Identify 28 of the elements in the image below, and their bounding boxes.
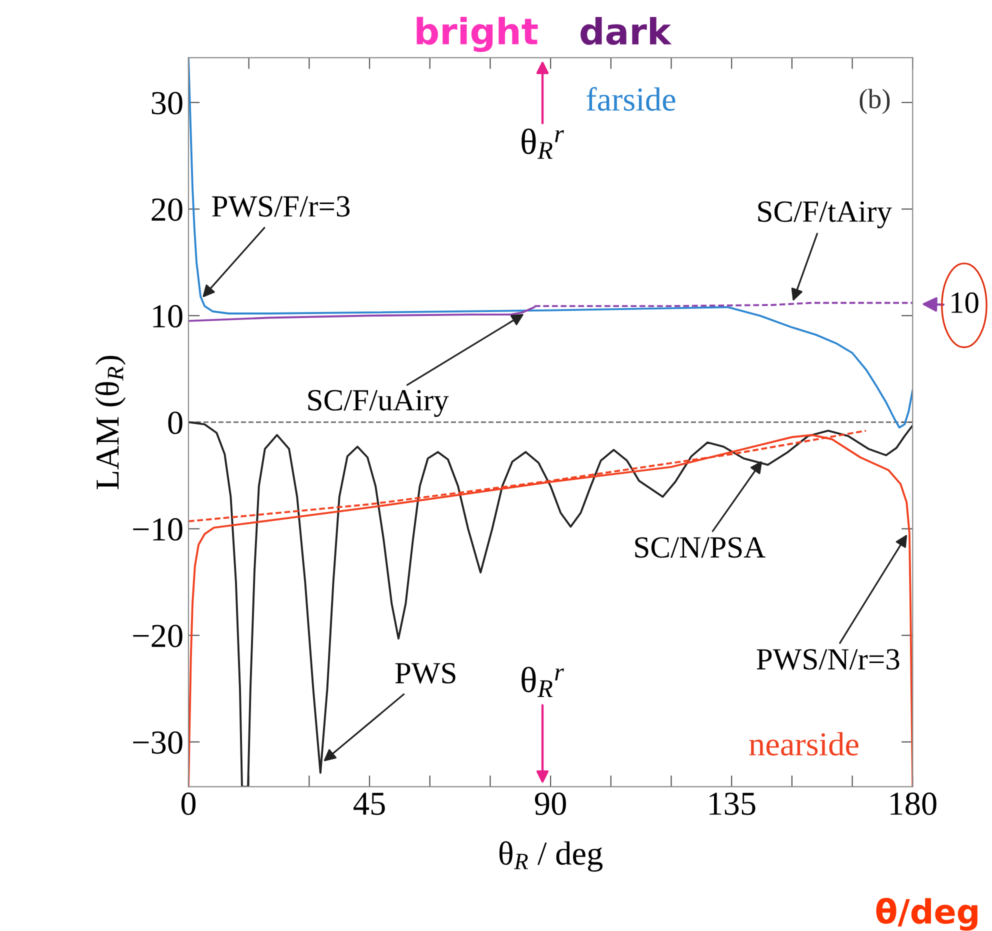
y-tick-label: −30 bbox=[133, 731, 182, 754]
text: farside bbox=[586, 87, 676, 111]
annotation: θ$_{R}$$^{r}$ bbox=[522, 666, 564, 697]
text: θ/deg bbox=[876, 898, 978, 931]
y-tick-label: 0 bbox=[168, 412, 182, 434]
y-tick-label: 20 bbox=[152, 198, 182, 221]
annotation: (b) bbox=[860, 88, 890, 114]
annotation: PWS/F/r=3 bbox=[212, 196, 350, 217]
annotation: SC/F/tAiry bbox=[758, 201, 892, 228]
text: bright bbox=[416, 16, 538, 52]
y-tick-label: −20 bbox=[133, 624, 182, 648]
x-axis-title: θ$_{R}$ / deg bbox=[499, 841, 603, 872]
y-axis-title: LAM (θ$_{R}$) bbox=[95, 356, 126, 490]
x-tick-label: 180 bbox=[890, 792, 936, 816]
annotation: SC/F/uAiry bbox=[308, 390, 449, 417]
annotation: 10 bbox=[952, 292, 978, 314]
y-tick-label: 10 bbox=[153, 305, 182, 328]
annotation: PWS/N/r=3 bbox=[756, 649, 900, 670]
x-tick-label: 135 bbox=[710, 792, 756, 816]
annotation: PWS bbox=[395, 662, 456, 684]
annotation: SC/N/PSA bbox=[635, 537, 766, 558]
x-tick-label: 45 bbox=[354, 792, 385, 816]
x-tick-label: 90 bbox=[534, 792, 566, 816]
y-tick-label: −10 bbox=[133, 518, 182, 541]
series-label: nearside bbox=[749, 732, 858, 756]
annotation: θ$_{R}$$^{r}$ bbox=[522, 128, 564, 159]
y-tick-label: 30 bbox=[152, 92, 182, 114]
text: dark bbox=[580, 16, 672, 45]
